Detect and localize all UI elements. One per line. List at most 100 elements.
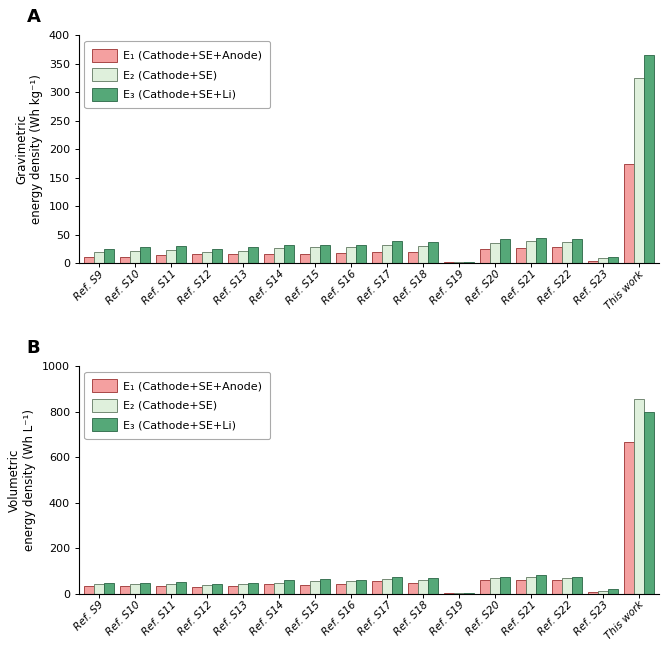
Bar xyxy=(480,580,490,594)
Bar xyxy=(418,580,428,594)
Bar xyxy=(490,244,500,263)
Bar xyxy=(634,399,644,594)
Bar xyxy=(227,254,237,263)
Bar xyxy=(140,583,150,594)
Bar xyxy=(191,254,201,263)
Bar xyxy=(284,580,294,594)
Legend: E₁ (Cathode+SE+Anode), E₂ (Cathode+SE), E₃ (Cathode+SE+Li): E₁ (Cathode+SE+Anode), E₂ (Cathode+SE), … xyxy=(85,41,270,109)
Bar xyxy=(562,578,572,594)
Bar xyxy=(598,591,608,594)
Bar xyxy=(129,584,140,594)
Bar xyxy=(598,258,608,263)
Text: A: A xyxy=(27,8,41,26)
Bar xyxy=(104,583,114,594)
Bar xyxy=(588,261,598,263)
Bar xyxy=(176,582,186,594)
Bar xyxy=(104,248,114,263)
Bar xyxy=(536,238,546,263)
Bar xyxy=(464,262,474,263)
Bar xyxy=(336,253,346,263)
Bar xyxy=(212,248,222,263)
Bar xyxy=(500,239,510,263)
Bar xyxy=(500,577,510,594)
Bar xyxy=(608,257,618,263)
Bar xyxy=(346,248,356,263)
Bar xyxy=(624,164,634,263)
Bar xyxy=(428,242,438,263)
Bar xyxy=(572,577,582,594)
Bar xyxy=(454,262,464,263)
Bar xyxy=(444,593,454,594)
Bar xyxy=(129,251,140,263)
Bar xyxy=(552,580,562,594)
Bar xyxy=(392,577,402,594)
Bar xyxy=(552,248,562,263)
Bar xyxy=(516,580,526,594)
Bar xyxy=(444,262,454,263)
Bar xyxy=(227,586,237,594)
Bar xyxy=(155,586,165,594)
Bar xyxy=(212,584,222,594)
Bar xyxy=(176,246,186,263)
Bar xyxy=(309,248,319,263)
Bar xyxy=(201,252,212,263)
Y-axis label: Gravimetric
energy density (Wh kg⁻¹): Gravimetric energy density (Wh kg⁻¹) xyxy=(15,75,43,224)
Bar xyxy=(284,244,294,263)
Bar xyxy=(644,55,654,263)
Bar xyxy=(191,587,201,594)
Bar xyxy=(237,251,248,263)
Bar xyxy=(372,252,382,263)
Bar xyxy=(346,581,356,594)
Bar xyxy=(454,593,464,594)
Bar xyxy=(392,240,402,263)
Bar xyxy=(336,584,346,594)
Bar xyxy=(480,249,490,263)
Bar xyxy=(309,580,319,594)
Bar xyxy=(356,580,366,594)
Bar xyxy=(119,257,129,263)
Bar xyxy=(428,578,438,594)
Bar xyxy=(140,248,150,263)
Bar xyxy=(263,584,273,594)
Bar xyxy=(83,586,93,594)
Bar xyxy=(299,585,309,594)
Bar xyxy=(273,248,284,263)
Bar xyxy=(372,581,382,594)
Bar xyxy=(644,411,654,594)
Bar xyxy=(526,577,536,594)
Bar xyxy=(464,593,474,594)
Bar xyxy=(263,254,273,263)
Bar xyxy=(93,584,104,594)
Bar xyxy=(516,248,526,263)
Bar xyxy=(382,579,392,594)
Bar xyxy=(119,586,129,594)
Bar xyxy=(634,78,644,263)
Legend: E₁ (Cathode+SE+Anode), E₂ (Cathode+SE), E₃ (Cathode+SE+Li): E₁ (Cathode+SE+Anode), E₂ (Cathode+SE), … xyxy=(85,372,270,439)
Bar xyxy=(490,578,500,594)
Bar xyxy=(273,582,284,594)
Bar xyxy=(408,252,418,263)
Bar xyxy=(408,583,418,594)
Bar xyxy=(248,583,258,594)
Bar xyxy=(201,585,212,594)
Y-axis label: Volumetric
energy density (Wh L⁻¹): Volumetric energy density (Wh L⁻¹) xyxy=(8,409,36,551)
Bar xyxy=(319,579,330,594)
Bar xyxy=(93,252,104,263)
Text: B: B xyxy=(27,339,41,357)
Bar xyxy=(608,590,618,594)
Bar xyxy=(562,242,572,263)
Bar xyxy=(165,250,176,263)
Bar xyxy=(356,245,366,263)
Bar xyxy=(536,575,546,594)
Bar xyxy=(382,244,392,263)
Bar xyxy=(165,584,176,594)
Bar xyxy=(588,592,598,594)
Bar xyxy=(526,240,536,263)
Bar xyxy=(572,239,582,263)
Bar xyxy=(624,443,634,594)
Bar xyxy=(418,246,428,263)
Bar xyxy=(237,584,248,594)
Bar xyxy=(299,254,309,263)
Bar xyxy=(83,257,93,263)
Bar xyxy=(319,244,330,263)
